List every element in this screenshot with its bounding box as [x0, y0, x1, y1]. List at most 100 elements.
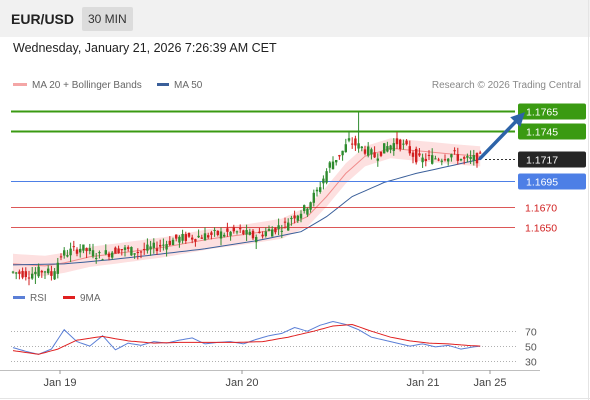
candle-body — [168, 240, 171, 245]
candle-body — [440, 160, 443, 162]
candle-body — [223, 234, 226, 237]
candle-body — [242, 230, 245, 235]
header-bar: EUR/USD 30 MIN — [0, 0, 590, 37]
candle-body — [104, 250, 107, 255]
candle-body — [88, 248, 91, 252]
candle-body — [82, 244, 85, 251]
candle-body — [325, 171, 328, 183]
candle-body — [267, 228, 271, 231]
candle-body — [229, 231, 232, 236]
candle-body — [277, 225, 280, 230]
rsi-tick-label: 30 — [525, 357, 537, 369]
candle-body — [472, 155, 475, 161]
candle-body — [306, 208, 309, 215]
candle-body — [235, 231, 239, 233]
candle-body — [47, 268, 50, 274]
candle-body — [130, 246, 133, 256]
candle-body — [155, 248, 159, 252]
candle-body — [175, 234, 178, 239]
candle-body — [139, 251, 143, 253]
candle-body — [328, 162, 331, 168]
candle-body — [43, 271, 47, 273]
candle-body — [146, 244, 149, 251]
timeframe-badge[interactable]: 30 MIN — [82, 7, 133, 31]
legend-swatch — [157, 82, 169, 86]
candle-body — [421, 157, 424, 163]
candle-body — [69, 248, 72, 256]
candle-body — [95, 257, 98, 259]
candle-body — [431, 155, 434, 164]
source-credit: Research © 2026 Trading Central — [431, 80, 581, 91]
candle-body — [463, 157, 466, 159]
pivot-price-label: 1.1695 — [526, 177, 558, 189]
candle-body — [34, 271, 37, 275]
current-price-tag — [518, 151, 586, 168]
candle-body — [443, 159, 447, 161]
pivot-price-tag — [518, 173, 586, 190]
candle-body — [219, 231, 223, 239]
candle-body — [59, 256, 63, 258]
legend-rsi: RSI — [13, 293, 47, 304]
candle-body — [114, 247, 117, 254]
candle-body — [261, 234, 264, 237]
candle-body — [27, 277, 31, 279]
candle-body — [50, 271, 53, 276]
candle-body — [111, 252, 114, 258]
candle-body — [427, 154, 431, 156]
candle-body — [117, 248, 120, 253]
candle-body — [287, 222, 290, 231]
candle-body — [123, 247, 127, 250]
candle-body — [408, 146, 411, 154]
candle-body — [335, 159, 338, 163]
rsi-tick-label: 50 — [525, 342, 537, 354]
candle-body — [53, 271, 56, 280]
candle-body — [210, 232, 213, 235]
candle-body — [85, 248, 88, 252]
candle-body — [437, 159, 440, 161]
candle-body — [200, 237, 203, 239]
candle-body — [363, 149, 367, 154]
candle-body — [127, 247, 130, 249]
candle-body — [239, 228, 242, 230]
legend-swatch — [13, 82, 27, 86]
candle-body — [399, 139, 402, 150]
candle-body — [312, 192, 315, 203]
candle-body — [216, 230, 219, 235]
ma50-line — [12, 158, 481, 266]
candle-body — [402, 143, 405, 145]
candle-body — [143, 249, 146, 251]
candle-body — [171, 239, 175, 246]
candle-body — [251, 230, 255, 239]
candle-body — [255, 236, 258, 243]
candle-body — [283, 221, 287, 223]
candle-body — [271, 229, 274, 237]
candle-body — [280, 230, 283, 232]
candle-body — [456, 154, 459, 161]
candle-body — [383, 143, 386, 154]
candle-body — [11, 271, 15, 273]
candle-body — [152, 242, 155, 248]
candle-body — [293, 215, 296, 219]
candle-body — [415, 148, 418, 163]
candle-body — [469, 156, 472, 159]
legend-swatch — [13, 295, 25, 299]
candle-body — [459, 158, 463, 161]
candle-body — [31, 273, 34, 279]
support-level-label: 1.1650 — [525, 223, 557, 235]
current-price-label: 1.1717 — [526, 155, 558, 167]
candle-body — [331, 161, 335, 170]
candle-body — [453, 150, 456, 152]
candle-body — [319, 187, 322, 192]
candle-body — [258, 231, 261, 234]
candle-body — [347, 138, 351, 141]
legend-label: MA 50 — [174, 80, 203, 91]
candle-body — [418, 153, 421, 156]
candle-body — [290, 217, 293, 220]
candle-body — [389, 145, 392, 150]
candle-body — [162, 244, 165, 246]
candle-body — [479, 152, 482, 154]
candle-body — [72, 246, 75, 248]
candle-body — [203, 233, 207, 241]
